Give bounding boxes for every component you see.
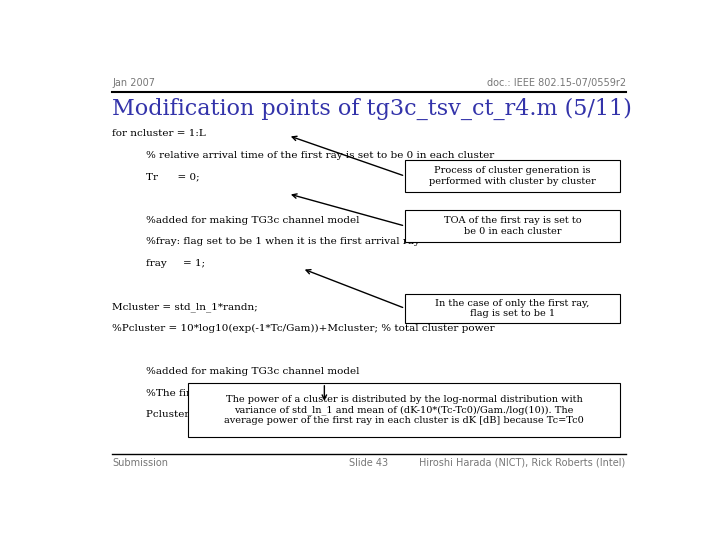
Text: Modification points of tg3c_tsv_ct_r4.m (5/11): Modification points of tg3c_tsv_ct_r4.m … bbox=[112, 98, 632, 120]
Text: %Pcluster = 10*log10(exp(-1*Tc/Gam))+Mcluster; % total cluster power: %Pcluster = 10*log10(exp(-1*Tc/Gam))+Mcl… bbox=[112, 324, 495, 333]
Text: %fray: flag set to be 1 when it is the first arrival ray: %fray: flag set to be 1 when it is the f… bbox=[145, 238, 420, 246]
Bar bbox=[405, 211, 620, 241]
Text: Submission: Submission bbox=[112, 458, 168, 468]
Text: doc.: IEEE 802.15-07/0559r2: doc.: IEEE 802.15-07/0559r2 bbox=[487, 78, 626, 87]
Text: for ncluster = 1:L: for ncluster = 1:L bbox=[112, 129, 206, 138]
Bar bbox=[405, 294, 620, 322]
Text: %The first ray of the first cluster is related to delta K factor: %The first ray of the first cluster is r… bbox=[145, 389, 461, 397]
Text: Mcluster = std_ln_1*randn;: Mcluster = std_ln_1*randn; bbox=[112, 302, 258, 312]
Text: %added for making TG3c channel model: %added for making TG3c channel model bbox=[145, 367, 359, 376]
Text: Jan 2007: Jan 2007 bbox=[112, 78, 156, 87]
Text: The power of a cluster is distributed by the log-normal distribution with
varian: The power of a cluster is distributed by… bbox=[224, 395, 584, 425]
Text: In the case of only the first ray,
flag is set to be 1: In the case of only the first ray, flag … bbox=[436, 299, 590, 318]
Bar bbox=[188, 383, 620, 437]
Text: fray     = 1;: fray = 1; bbox=[145, 259, 205, 268]
Text: Tr      = 0;: Tr = 0; bbox=[145, 172, 199, 181]
Text: %added for making TG3c channel model: %added for making TG3c channel model bbox=[145, 216, 359, 225]
Text: Pcluster = (-dK-10*(Tc-Tc0)/Gam./log(10))+Mcluster;: Pcluster = (-dK-10*(Tc-Tc0)/Gam./log(10)… bbox=[145, 410, 426, 420]
Text: TOA of the first ray is set to
be 0 in each cluster: TOA of the first ray is set to be 0 in e… bbox=[444, 216, 582, 235]
Text: Hiroshi Harada (NICT), Rick Roberts (Intel): Hiroshi Harada (NICT), Rick Roberts (Int… bbox=[420, 458, 626, 468]
Text: Slide 43: Slide 43 bbox=[349, 458, 389, 468]
Bar bbox=[405, 160, 620, 192]
Text: Process of cluster generation is
performed with cluster by cluster: Process of cluster generation is perform… bbox=[429, 166, 596, 186]
Text: % relative arrival time of the first ray is set to be 0 in each cluster: % relative arrival time of the first ray… bbox=[145, 151, 494, 160]
